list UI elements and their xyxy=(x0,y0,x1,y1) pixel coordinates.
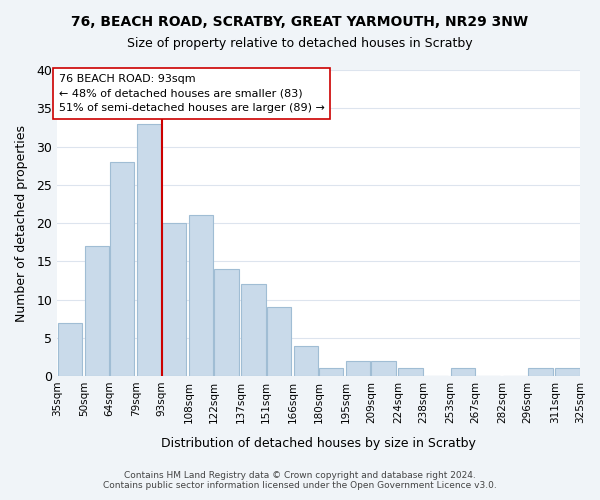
Bar xyxy=(294,346,318,376)
Bar xyxy=(346,361,370,376)
Bar xyxy=(319,368,343,376)
Bar xyxy=(241,284,266,376)
Bar xyxy=(266,307,291,376)
Bar xyxy=(214,269,239,376)
Text: 76, BEACH ROAD, SCRATBY, GREAT YARMOUTH, NR29 3NW: 76, BEACH ROAD, SCRATBY, GREAT YARMOUTH,… xyxy=(71,15,529,29)
Bar xyxy=(58,322,82,376)
Bar xyxy=(371,361,395,376)
X-axis label: Distribution of detached houses by size in Scratby: Distribution of detached houses by size … xyxy=(161,437,476,450)
Bar xyxy=(162,223,187,376)
Y-axis label: Number of detached properties: Number of detached properties xyxy=(15,124,28,322)
Bar xyxy=(398,368,422,376)
Bar xyxy=(528,368,553,376)
Bar xyxy=(189,216,214,376)
Bar xyxy=(85,246,109,376)
Bar xyxy=(555,368,580,376)
Bar xyxy=(110,162,134,376)
Bar xyxy=(451,368,475,376)
Text: Contains HM Land Registry data © Crown copyright and database right 2024.
Contai: Contains HM Land Registry data © Crown c… xyxy=(103,470,497,490)
Text: Size of property relative to detached houses in Scratby: Size of property relative to detached ho… xyxy=(127,38,473,51)
Bar xyxy=(137,124,161,376)
Text: 76 BEACH ROAD: 93sqm
← 48% of detached houses are smaller (83)
51% of semi-detac: 76 BEACH ROAD: 93sqm ← 48% of detached h… xyxy=(59,74,325,114)
